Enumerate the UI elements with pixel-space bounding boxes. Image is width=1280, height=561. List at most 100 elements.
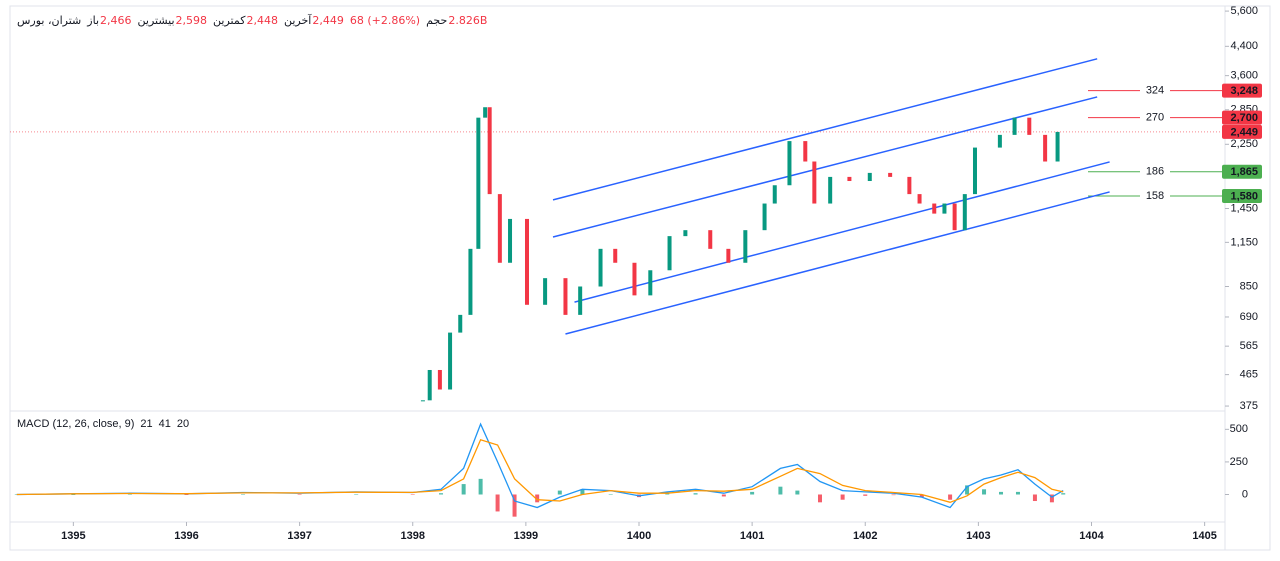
histogram-bar (948, 494, 953, 500)
candle (524, 218, 529, 305)
macd-value: 21 (140, 418, 152, 430)
histogram-bar (863, 494, 868, 496)
stat-value: 2,448 (246, 14, 278, 27)
level-badge (1222, 110, 1262, 125)
candle (762, 203, 767, 231)
candle (1027, 117, 1032, 135)
channel-line (574, 161, 1110, 303)
histogram-bar (608, 494, 613, 495)
histogram-bar (410, 494, 415, 495)
histogram-bar (71, 494, 76, 495)
level-name-bg (1140, 110, 1170, 125)
header-legend: شتران، بورس باز 2,466 بیشترین 2,598 کمترین 2,… (17, 14, 487, 27)
candle (578, 286, 583, 315)
candle (867, 172, 872, 182)
candle (1055, 131, 1060, 162)
y-tick-label: 3,600 (1230, 70, 1258, 82)
x-tick-label: 1397 (287, 530, 311, 542)
histogram-bar (478, 478, 483, 495)
macd-value: 41 (159, 418, 171, 430)
candle (708, 230, 713, 249)
candle (907, 176, 912, 195)
histogram-bar (982, 489, 987, 495)
candle (483, 107, 488, 118)
level-value: 2,449 (1230, 126, 1258, 138)
candle (468, 248, 473, 315)
symbol: شتران، بورس (17, 14, 82, 27)
level-name-bg (1140, 188, 1170, 203)
histogram-bar (439, 493, 444, 495)
histogram-bar (512, 494, 517, 517)
frame (9, 5, 1271, 551)
macd-title: MACD (12, 26, close, 9) (17, 418, 134, 430)
histogram-bar (495, 494, 500, 512)
macd-value: 20 (177, 418, 189, 430)
histogram-bar (891, 494, 896, 496)
stat: باز 2,466 (87, 14, 131, 27)
candle (448, 332, 453, 390)
histogram-bar (778, 486, 783, 495)
histogram-bar (354, 494, 359, 495)
candle (497, 194, 502, 263)
level-value: 1,580 (1230, 190, 1258, 202)
stat-value: 2.826B (448, 14, 488, 27)
histogram-bar (297, 494, 302, 495)
level-badge (1222, 164, 1262, 179)
x-tick-label: 1403 (966, 530, 990, 542)
level-value: 3,248 (1230, 85, 1258, 97)
y-tick-label: 500 (1230, 423, 1248, 435)
candle (828, 176, 833, 204)
histogram-bar (184, 494, 189, 495)
histogram-bar (818, 494, 822, 503)
stat: 68 (+2.86%) (350, 14, 420, 27)
candle (437, 369, 442, 390)
level-value: 1,865 (1230, 166, 1258, 178)
stat: کمترین 2,448 (213, 14, 278, 27)
candle (942, 203, 947, 214)
candle (932, 203, 937, 214)
stat-value: 2,466 (100, 14, 132, 27)
stat-value: 68 (+2.86%) (349, 14, 421, 27)
histogram-bar (1061, 493, 1066, 495)
x-tick-label: 1400 (627, 530, 651, 542)
level-badge (1222, 124, 1262, 139)
level-value: 2,700 (1230, 112, 1258, 124)
x-tick-label: 1401 (740, 530, 764, 542)
candle (812, 161, 817, 204)
candle (648, 270, 653, 296)
x-tick-label: 1395 (61, 530, 85, 542)
histogram-bar (1032, 494, 1037, 502)
candle (787, 141, 792, 186)
x-tick-label: 1404 (1079, 530, 1104, 542)
y-tick-label: 850 (1240, 280, 1258, 292)
channel-line (565, 191, 1110, 335)
stat-label: باز (87, 14, 100, 27)
stat-label: کمترین (213, 14, 246, 27)
channel-line (552, 96, 1098, 238)
level-name: 270 (1146, 112, 1164, 124)
candle (743, 230, 748, 263)
candle (847, 176, 852, 182)
candle (613, 248, 618, 263)
histogram-bar (750, 491, 755, 495)
stat: آخرین 2,449 (284, 14, 344, 27)
level-name: 324 (1146, 85, 1164, 97)
candle (683, 230, 688, 237)
channel-line (552, 58, 1098, 201)
histogram-bar (999, 491, 1004, 495)
level-badge (1222, 83, 1262, 98)
candle (997, 134, 1002, 148)
y-tick-label: 5,600 (1230, 5, 1258, 17)
stat-value: 2,598 (175, 14, 208, 27)
y-tick-label: 375 (1240, 400, 1258, 412)
x-tick-label: 1402 (853, 530, 877, 542)
candle (888, 172, 893, 177)
candle (1012, 117, 1017, 135)
x-tick-label: 1396 (174, 530, 198, 542)
histogram-bar (580, 489, 585, 495)
stat: حجم 2.826B (426, 14, 487, 27)
level-name: 186 (1146, 166, 1164, 178)
stat-label: بیشترین (137, 14, 175, 27)
x-tick-label: 1398 (400, 530, 424, 542)
